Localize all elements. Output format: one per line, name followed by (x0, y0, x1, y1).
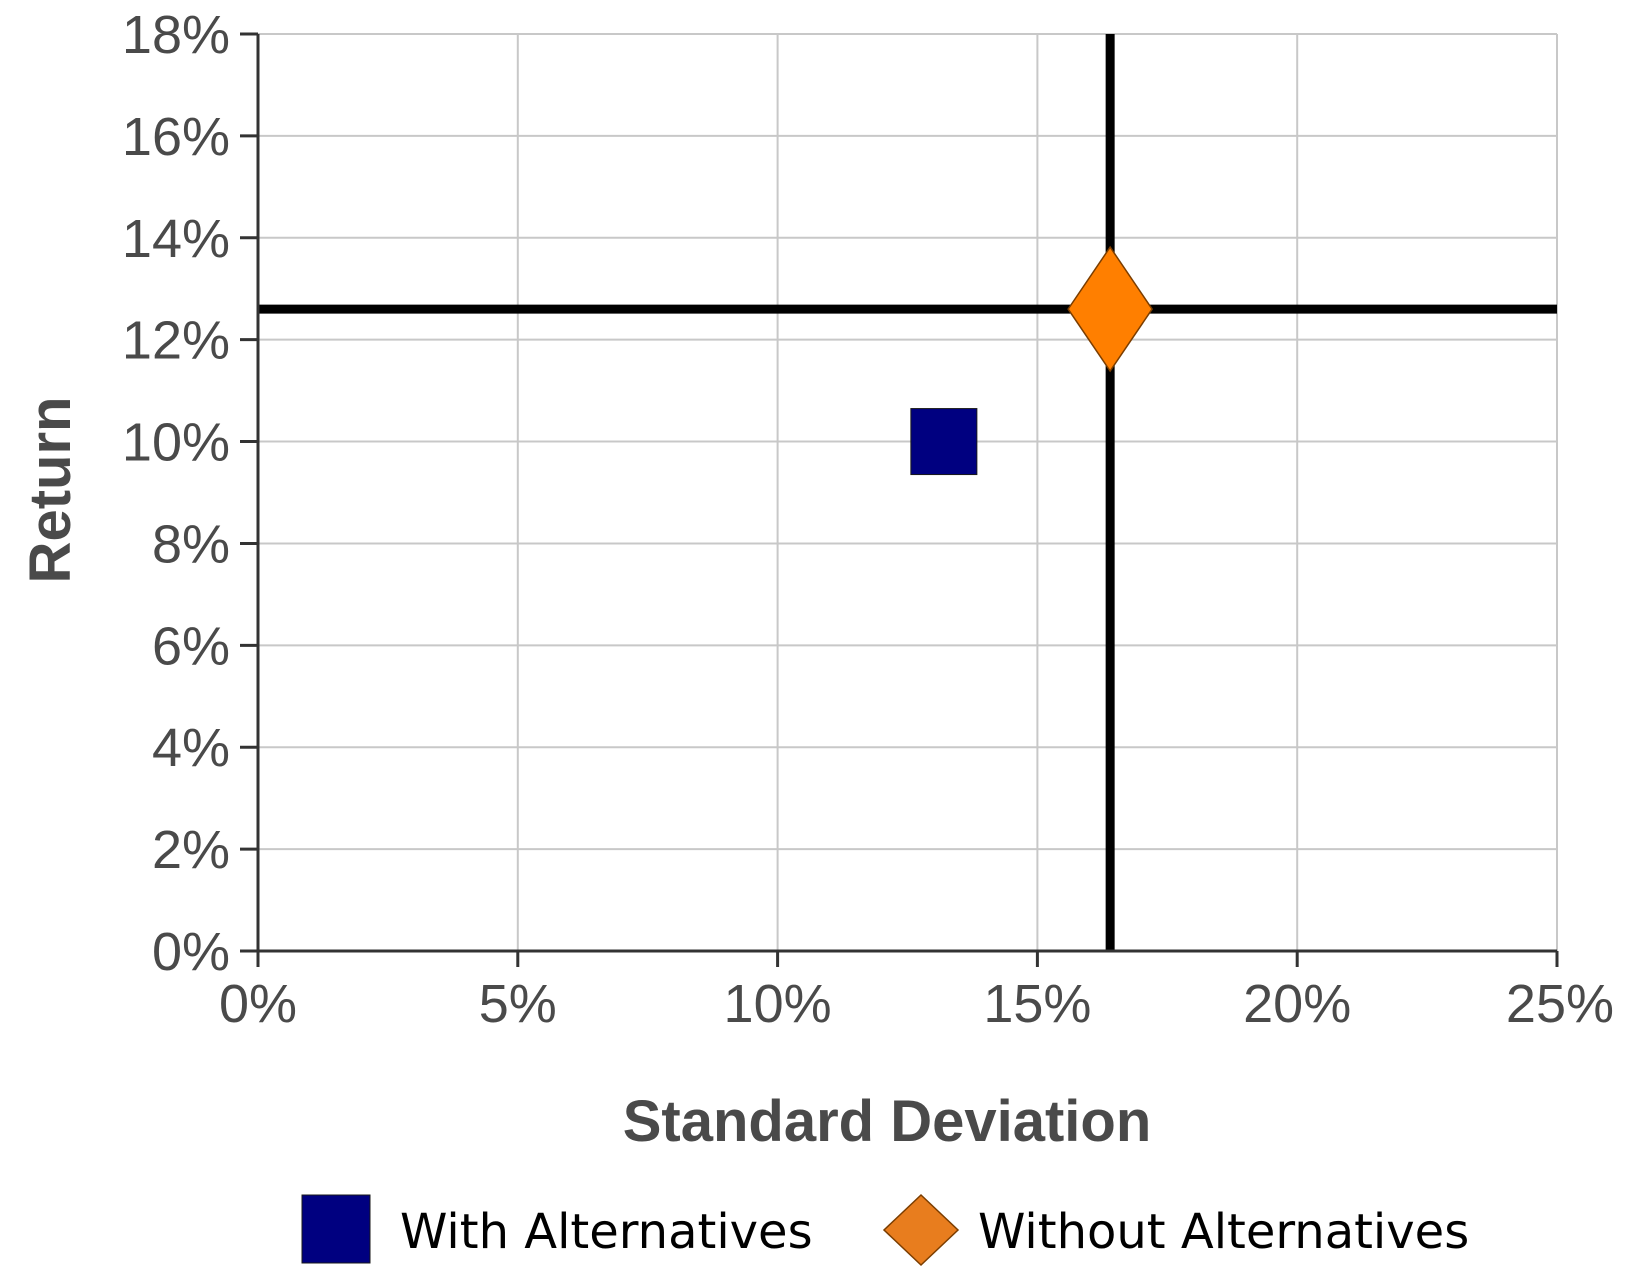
y-tick-label: 10% (122, 413, 230, 473)
legend-swatch-with-alternatives (301, 1194, 371, 1264)
axes (240, 32, 1559, 967)
legend-swatch-without-alternatives (882, 1193, 960, 1267)
x-axis-tick-labels: 0% 5% 10% 15% 20% 25% (219, 974, 1614, 1034)
y-tick-label: 4% (152, 718, 230, 778)
x-tick-label: 15% (983, 974, 1091, 1034)
point-with-alternatives (910, 408, 978, 476)
y-tick-label: 18% (122, 5, 230, 65)
y-tick-label: 14% (122, 209, 230, 269)
y-tick-label: 8% (152, 514, 230, 574)
x-tick-label: 25% (1506, 974, 1614, 1034)
point-without-alternatives (1067, 245, 1154, 373)
x-tick-label: 10% (724, 974, 832, 1034)
legend-label-with-alternatives: With Alternatives (400, 1204, 813, 1260)
y-axis-title: Return (18, 397, 83, 584)
y-tick-label: 12% (122, 311, 230, 371)
y-tick-label: 6% (152, 616, 230, 676)
x-tick-label: 0% (219, 974, 297, 1034)
y-tick-label: 2% (152, 820, 230, 880)
data-points (910, 245, 1154, 476)
y-axis-tick-labels: 0% 2% 4% 6% 8% 10% 12% 14% 16% 18% (122, 5, 230, 982)
reference-lines (258, 34, 1557, 951)
grid (257, 33, 1558, 952)
x-tick-label: 5% (479, 974, 557, 1034)
legend-label-without-alternatives: Without Alternatives (978, 1204, 1469, 1260)
x-axis-title: Standard Deviation (623, 1089, 1152, 1154)
legend: With Alternatives Without Alternatives (301, 1193, 1469, 1267)
y-tick-label: 16% (122, 107, 230, 167)
x-tick-label: 20% (1243, 974, 1351, 1034)
y-tick-label: 0% (152, 922, 230, 982)
